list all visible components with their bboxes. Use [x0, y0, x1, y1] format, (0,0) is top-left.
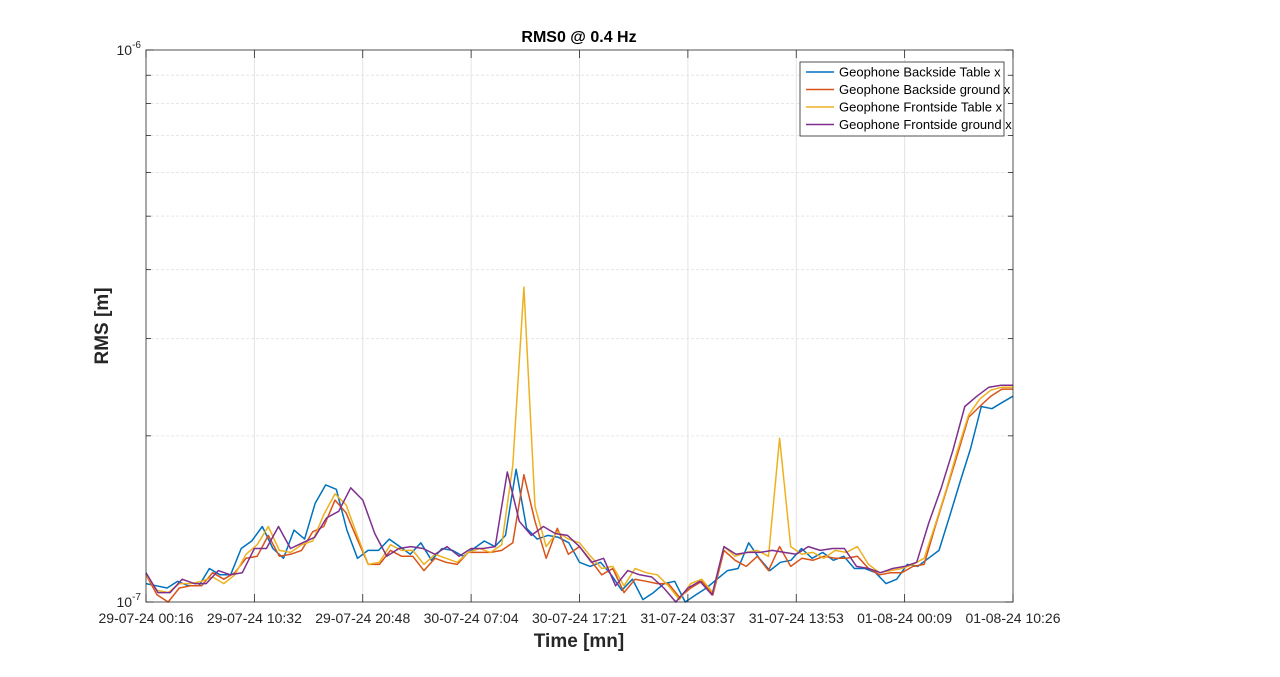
legend-label: Geophone Frontside Table x	[839, 100, 1003, 115]
legend-label: Geophone Frontside ground x	[839, 117, 1012, 132]
x-tick-label: 29-07-24 00:16	[99, 610, 194, 626]
x-tick-label: 31-07-24 03:37	[640, 610, 735, 626]
series-line	[145, 286, 1013, 601]
legend-box	[799, 61, 1005, 137]
axis-ticks: 29-07-24 00:16 29-07-24 10:32 29-07-24 20:…	[99, 40, 1061, 626]
series-line	[145, 395, 1014, 603]
series-line	[145, 384, 1013, 603]
x-tick-label: 29-07-24 20:48	[315, 610, 410, 626]
y-tick-label: 10-6	[117, 40, 142, 58]
x-tick-label: 30-07-24 17:21	[532, 610, 627, 626]
legend: Geophone Backside Table x Geophone Backsi…	[799, 61, 1012, 137]
y-tick-label: 10-7	[117, 592, 142, 610]
series-lines	[145, 286, 1014, 603]
chart-title: RMS0 @ 0.4 Hz	[521, 29, 636, 46]
x-tick-label: 01-08-24 10:26	[966, 610, 1061, 626]
x-tick-label: 29-07-24 10:32	[207, 610, 302, 626]
x-tick-label: 01-08-24 00:09	[857, 610, 952, 626]
x-axis-label: Time [mn]	[534, 631, 624, 652]
y-axis-label: RMS [m]	[92, 287, 113, 364]
x-tick-label: 31-07-24 13:53	[749, 610, 844, 626]
legend-label: Geophone Backside Table x	[839, 65, 1001, 80]
x-tick-label: 30-07-24 07:04	[424, 610, 519, 626]
legend-label: Geophone Backside ground x	[839, 82, 1011, 97]
